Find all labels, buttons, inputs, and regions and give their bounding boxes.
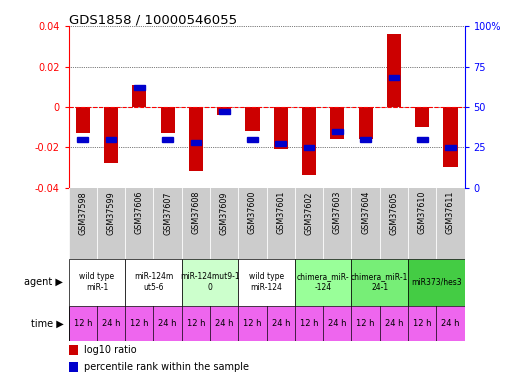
Bar	[389, 75, 399, 80]
Text: miR373/hes3: miR373/hes3	[411, 278, 461, 286]
Bar	[189, 107, 203, 171]
Text: agent ▶: agent ▶	[24, 277, 63, 287]
Bar	[352, 259, 408, 306]
Bar	[191, 140, 201, 145]
Bar	[408, 259, 465, 306]
Bar	[76, 107, 90, 133]
Bar	[78, 136, 88, 142]
Bar	[304, 145, 315, 150]
Text: 24 h: 24 h	[271, 319, 290, 328]
Text: GSM37601: GSM37601	[276, 191, 285, 234]
Bar	[360, 136, 371, 142]
Text: GSM37605: GSM37605	[390, 191, 399, 235]
Text: GSM37609: GSM37609	[220, 191, 229, 235]
Text: GSM37607: GSM37607	[163, 191, 172, 235]
Bar	[162, 136, 173, 142]
Bar	[219, 109, 230, 114]
Text: 12 h: 12 h	[130, 319, 148, 328]
Bar	[182, 259, 238, 306]
Bar	[238, 259, 295, 306]
Bar	[247, 136, 258, 142]
Bar	[161, 107, 175, 133]
Text: percentile rank within the sample: percentile rank within the sample	[84, 362, 250, 372]
Text: GSM37599: GSM37599	[107, 191, 116, 235]
Text: 12 h: 12 h	[187, 319, 205, 328]
Text: 12 h: 12 h	[356, 319, 375, 328]
Text: 12 h: 12 h	[413, 319, 431, 328]
Text: 12 h: 12 h	[243, 319, 262, 328]
Text: log10 ratio: log10 ratio	[84, 345, 137, 355]
Text: 24 h: 24 h	[158, 319, 177, 328]
Text: GSM37598: GSM37598	[78, 191, 87, 235]
Bar	[134, 85, 145, 90]
Text: 24 h: 24 h	[102, 319, 120, 328]
Text: chimera_miR-
-124: chimera_miR- -124	[297, 273, 350, 292]
Text: 24 h: 24 h	[328, 319, 346, 328]
Bar	[69, 362, 78, 372]
Bar	[69, 259, 125, 306]
Text: GSM37610: GSM37610	[418, 191, 427, 234]
Text: GDS1858 / 10000546055: GDS1858 / 10000546055	[69, 13, 237, 26]
Text: 24 h: 24 h	[215, 319, 233, 328]
Bar	[125, 259, 182, 306]
Bar	[274, 107, 288, 149]
Bar	[331, 107, 344, 139]
Bar	[444, 107, 458, 167]
Text: miR-124m
ut5-6: miR-124m ut5-6	[134, 273, 173, 292]
Text: 12 h: 12 h	[300, 319, 318, 328]
Text: GSM37608: GSM37608	[192, 191, 201, 234]
Bar	[445, 145, 456, 150]
Bar	[417, 136, 428, 142]
Text: 24 h: 24 h	[441, 319, 460, 328]
Text: 24 h: 24 h	[385, 319, 403, 328]
Text: wild type
miR-124: wild type miR-124	[249, 273, 284, 292]
Bar	[133, 85, 146, 107]
Text: GSM37606: GSM37606	[135, 191, 144, 234]
Bar	[302, 107, 316, 176]
Text: wild type
miR-1: wild type miR-1	[79, 273, 115, 292]
Bar	[276, 141, 286, 147]
Text: GSM37604: GSM37604	[361, 191, 370, 234]
Bar	[106, 136, 117, 142]
Bar	[415, 107, 429, 127]
Bar	[387, 34, 401, 107]
Bar	[246, 107, 260, 131]
Text: GSM37600: GSM37600	[248, 191, 257, 234]
Text: GSM37611: GSM37611	[446, 191, 455, 234]
Text: GSM37603: GSM37603	[333, 191, 342, 234]
Text: chimera_miR-1
24-1: chimera_miR-1 24-1	[351, 273, 409, 292]
Bar	[104, 107, 118, 164]
Text: GSM37602: GSM37602	[305, 191, 314, 235]
Bar	[359, 107, 373, 139]
Bar	[295, 259, 352, 306]
Bar	[69, 345, 78, 355]
Text: time ▶: time ▶	[31, 318, 63, 328]
Bar	[217, 107, 231, 115]
Text: 12 h: 12 h	[73, 319, 92, 328]
Bar	[332, 129, 343, 133]
Text: miR-124mut9-1
0: miR-124mut9-1 0	[180, 273, 240, 292]
